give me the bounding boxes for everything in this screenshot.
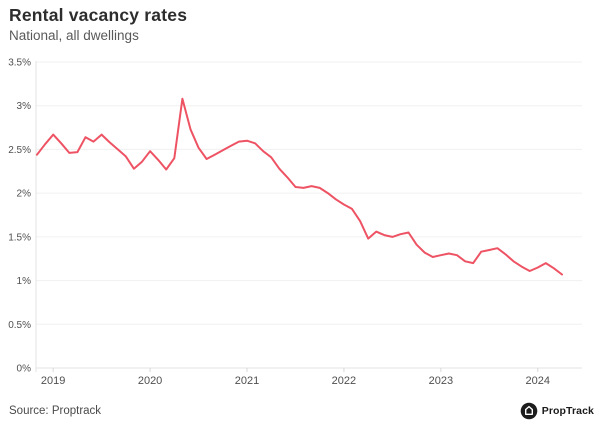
x-axis-label: 2023 — [429, 375, 453, 387]
y-axis-label: 1.5% — [8, 232, 31, 243]
y-axis-label: 2% — [17, 189, 32, 200]
page-title: Rental vacancy rates — [9, 5, 188, 25]
y-axis-label: 0% — [17, 364, 32, 375]
y-axis-label: 0.5% — [8, 320, 31, 331]
x-axis-label: 2021 — [235, 375, 259, 387]
x-axis-label: 2022 — [332, 375, 356, 387]
source-note: Source: Proptrack — [9, 405, 102, 417]
house-icon — [520, 402, 538, 420]
x-axis-label: 2019 — [41, 375, 65, 387]
proptrack-logo: PropTrack — [520, 402, 594, 420]
y-axis-label: 3.5% — [8, 58, 31, 69]
y-axis-label: 3% — [17, 101, 32, 112]
logo-text: PropTrack — [541, 405, 594, 417]
x-axis-label: 2024 — [526, 375, 550, 387]
x-axis-label: 2020 — [138, 375, 162, 387]
vacancy-rate-series-line — [36, 97, 563, 276]
y-axis-label: 2.5% — [8, 145, 31, 156]
y-axis-label: 1% — [17, 276, 32, 287]
chart-subtitle: National, all dwellings — [9, 28, 139, 43]
